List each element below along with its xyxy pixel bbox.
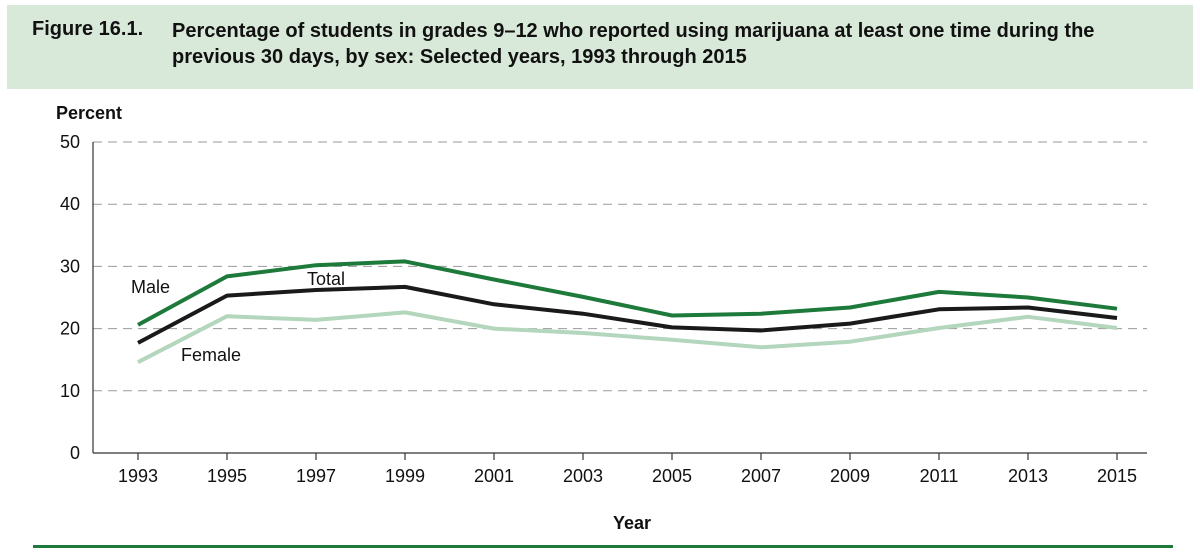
x-tick-label: 2015 <box>1097 466 1137 486</box>
series-label-total: Total <box>307 269 345 289</box>
figure-title: Percentage of students in grades 9–12 wh… <box>172 20 1095 68</box>
x-tick-label: 2009 <box>830 466 870 486</box>
x-tick-label: 2005 <box>652 466 692 486</box>
figure-title-box <box>7 5 1193 89</box>
x-tick-label: 2011 <box>920 466 959 486</box>
x-axis-title: Year <box>613 513 651 533</box>
y-tick-label: 10 <box>60 381 80 401</box>
y-tick-label: 0 <box>70 443 80 463</box>
y-axis-title: Percent <box>56 103 122 123</box>
y-tick-label: 30 <box>60 256 80 276</box>
x-tick-label: 2007 <box>741 466 781 486</box>
series-label-male: Male <box>131 277 170 297</box>
figure-number: Figure 16.1. <box>32 18 144 40</box>
series-line-total <box>137 284 1118 345</box>
y-tick-label: 40 <box>60 194 80 214</box>
x-tick-label: 2001 <box>474 466 514 486</box>
series-line-male <box>137 259 1118 327</box>
x-tick-label: 1997 <box>296 466 336 486</box>
x-tick-label: 2013 <box>1008 466 1048 486</box>
x-tick-label: 1993 <box>118 466 158 486</box>
y-tick-label: 50 <box>60 132 80 152</box>
series-label-female: Female <box>181 345 241 365</box>
y-tick-label: 20 <box>60 319 80 339</box>
bottom-rule <box>33 545 1173 548</box>
x-tick-label: 1995 <box>207 466 247 486</box>
series-line-female <box>137 310 1118 364</box>
x-tick-label: 2003 <box>563 466 603 486</box>
x-tick-label: 1999 <box>385 466 425 486</box>
